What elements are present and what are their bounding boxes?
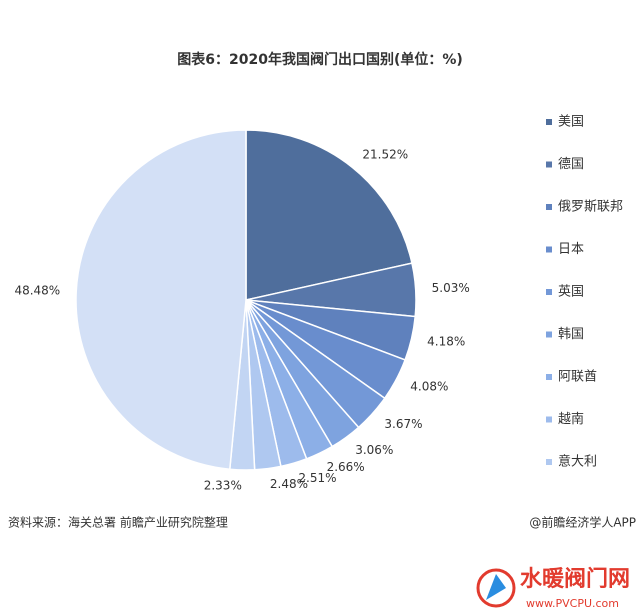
legend-label: 德国 bbox=[558, 157, 584, 172]
legend-label: 英国 bbox=[558, 285, 584, 300]
value-label: 2.66% bbox=[327, 460, 365, 474]
legend-label: 日本 bbox=[558, 242, 584, 257]
watermark-url: www.PVCPU.com bbox=[526, 597, 619, 610]
value-label: 2.51% bbox=[298, 471, 336, 485]
legend-swatch bbox=[546, 331, 552, 338]
legend-label: 阿联酋 bbox=[558, 369, 597, 385]
watermark-name: 水暖阀门网 bbox=[520, 566, 630, 592]
legend-swatch bbox=[546, 374, 552, 380]
legend-swatch bbox=[546, 459, 552, 465]
legend-swatch bbox=[546, 289, 552, 295]
legend-label: 韩国 bbox=[558, 327, 584, 342]
footer: @前瞻经济学人APP bbox=[529, 515, 636, 530]
value-label: 4.18% bbox=[427, 335, 465, 349]
chart-title: 图表6：2020年我国阀门出口国别(单位：%) bbox=[177, 51, 463, 68]
value-label: 2.48% bbox=[270, 477, 308, 491]
value-label: 5.03% bbox=[432, 281, 470, 295]
legend-swatch bbox=[546, 204, 552, 210]
pie-slice bbox=[75, 129, 247, 471]
watermark-logo bbox=[476, 568, 516, 608]
legend-swatch bbox=[546, 416, 552, 423]
legend-label: 越南 bbox=[558, 411, 584, 427]
legend-swatch bbox=[546, 161, 552, 168]
legend-label: 意大利 bbox=[558, 454, 597, 470]
value-label: 3.06% bbox=[355, 443, 393, 457]
legend-label: 俄罗斯联邦 bbox=[558, 200, 623, 215]
legend-swatch bbox=[546, 119, 552, 125]
pie-slice bbox=[245, 129, 413, 301]
logo-shape bbox=[486, 574, 506, 600]
source: 资料来源：海关总署 前瞻产业研究院整理 bbox=[8, 515, 228, 530]
legend-swatch bbox=[546, 246, 552, 253]
value-label: 2.33% bbox=[204, 478, 242, 492]
value-label: 4.08% bbox=[410, 380, 448, 394]
legend-label: 美国 bbox=[558, 115, 584, 130]
value-label: 21.52% bbox=[362, 147, 408, 161]
value-label: 3.67% bbox=[384, 417, 422, 431]
value-label: 48.48% bbox=[14, 284, 60, 298]
